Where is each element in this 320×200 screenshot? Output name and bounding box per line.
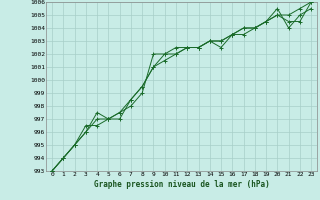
X-axis label: Graphe pression niveau de la mer (hPa): Graphe pression niveau de la mer (hPa) (94, 180, 269, 189)
